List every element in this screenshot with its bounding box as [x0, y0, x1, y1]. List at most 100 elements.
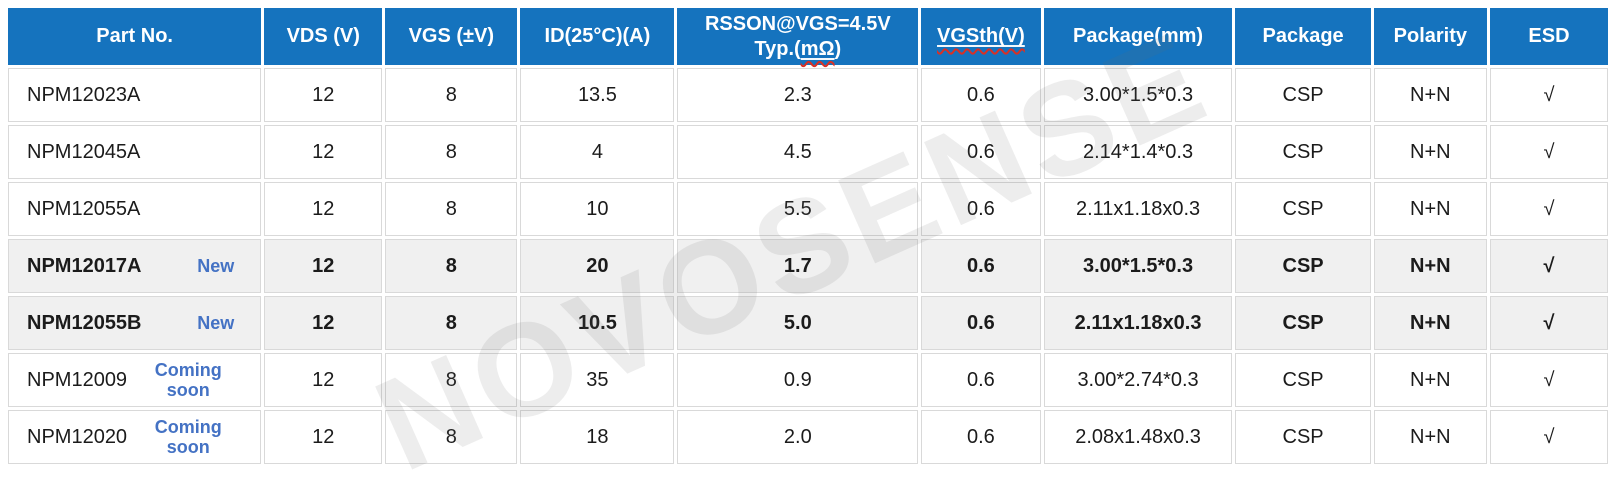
cell-esd: √ [1489, 410, 1608, 464]
cell-package-mm: 2.14*1.4*0.3 [1043, 125, 1233, 179]
cell-package-mm: 2.11x1.18x0.3 [1043, 182, 1233, 236]
availability-badge: Coming soon [154, 359, 222, 400]
cell-vgsth: 0.6 [921, 410, 1041, 464]
availability-badge: New [197, 312, 235, 333]
cell-part-no: NPM12055B New [8, 296, 262, 350]
cell-polarity: N+N [1373, 239, 1487, 293]
header-row: Part No. VDS (V) VGS (±V) ID(25°C)(A) RS… [8, 8, 1608, 65]
cell-polarity: N+N [1373, 68, 1487, 122]
cell-rsson: 5.5 [677, 182, 919, 236]
cell-vgsth: 0.6 [921, 125, 1041, 179]
col-header-part-no: Part No. [8, 8, 262, 65]
cell-part-no: NPM12055A [8, 182, 262, 236]
cell-polarity: N+N [1373, 125, 1487, 179]
cell-vds: 12 [264, 410, 383, 464]
cell-vgsth: 0.6 [921, 68, 1041, 122]
cell-package: CSP [1235, 353, 1371, 407]
cell-rsson: 0.9 [677, 353, 919, 407]
cell-id: 4 [520, 125, 675, 179]
cell-rsson: 4.5 [677, 125, 919, 179]
availability-badge: New [197, 255, 235, 276]
cell-vgs: 8 [385, 296, 518, 350]
cell-id: 35 [520, 353, 675, 407]
part-number: NPM12009 [27, 368, 128, 391]
cell-vds: 12 [264, 353, 383, 407]
rsson-header-line1: RSSON@VGS=4.5V [704, 12, 891, 35]
cell-part-no: NPM12017A New [8, 239, 262, 293]
part-number: NPM12017A [27, 254, 142, 277]
table-row: NPM12020 Coming soon 12 8 18 2.0 0.6 2.08x1.48x… [8, 410, 1608, 464]
cell-polarity: N+N [1373, 296, 1487, 350]
cell-package: CSP [1235, 68, 1371, 122]
cell-package: CSP [1235, 296, 1371, 350]
cell-vds: 12 [264, 125, 383, 179]
cell-vgs: 8 [385, 125, 518, 179]
cell-vds: 12 [264, 68, 383, 122]
cell-rsson: 2.3 [677, 68, 919, 122]
cell-package-mm: 3.00*2.74*0.3 [1043, 353, 1233, 407]
cell-package: CSP [1235, 410, 1371, 464]
part-number: NPM12055A [27, 197, 141, 220]
col-header-esd: ESD [1489, 8, 1608, 65]
vgsth-misspelled: VGSth(V) [937, 25, 1025, 47]
cell-part-no: NPM12020 Coming soon [8, 410, 262, 464]
rsson-typ-suffix: ) [834, 37, 842, 60]
cell-vgs: 8 [385, 410, 518, 464]
cell-vds: 12 [264, 296, 383, 350]
cell-package: CSP [1235, 239, 1371, 293]
cell-rsson: 5.0 [677, 296, 919, 350]
cell-rsson: 1.7 [677, 239, 919, 293]
cell-package: CSP [1235, 125, 1371, 179]
cell-esd: √ [1489, 353, 1608, 407]
cell-id: 13.5 [520, 68, 675, 122]
availability-badge: Coming soon [154, 416, 222, 457]
table-row: NPM12055B New 12 8 10.5 5.0 0.6 2.11x1.18x0.3 CS… [8, 296, 1608, 350]
cell-polarity: N+N [1373, 410, 1487, 464]
cell-vgs: 8 [385, 68, 518, 122]
col-header-vgs: VGS (±V) [385, 8, 518, 65]
cell-esd: √ [1489, 296, 1608, 350]
rsson-header-line2: Typ.(mΩ) [681, 37, 914, 62]
cell-id: 20 [520, 239, 675, 293]
cell-package-mm: 2.08x1.48x0.3 [1043, 410, 1233, 464]
part-number: NPM12055B [27, 311, 142, 334]
rsson-typ-prefix: Typ.( [754, 37, 801, 60]
cell-polarity: N+N [1373, 182, 1487, 236]
cell-package-mm: 3.00*1.5*0.3 [1043, 239, 1233, 293]
table-row: NPM12017A New 12 8 20 1.7 0.6 3.00*1.5*0.3 CSP N+… [8, 239, 1608, 293]
spec-table: Part No. VDS (V) VGS (±V) ID(25°C)(A) RS… [5, 5, 1611, 467]
cell-esd: √ [1489, 125, 1608, 179]
cell-vds: 12 [264, 182, 383, 236]
part-number: NPM12023A [27, 83, 141, 106]
cell-vgsth: 0.6 [921, 296, 1041, 350]
cell-vgs: 8 [385, 182, 518, 236]
cell-esd: √ [1489, 68, 1608, 122]
col-header-package: Package [1235, 8, 1371, 65]
table-row: NPM12009 Coming soon 12 8 35 0.9 0.6 3.00*2.74*… [8, 353, 1608, 407]
cell-part-no: NPM12023A [8, 68, 262, 122]
cell-esd: √ [1489, 239, 1608, 293]
table-row: NPM12023A 12 8 13.5 2.3 0.6 3.00*1.5*0.3 CSP N+N… [8, 68, 1608, 122]
col-header-vds: VDS (V) [264, 8, 383, 65]
cell-part-no: NPM12009 Coming soon [8, 353, 262, 407]
cell-vgsth: 0.6 [921, 182, 1041, 236]
table-row: NPM12045A 12 8 4 4.5 0.6 2.14*1.4*0.3 CSP N+N √ [8, 125, 1608, 179]
col-header-id: ID(25°C)(A) [520, 8, 675, 65]
cell-vgsth: 0.6 [921, 353, 1041, 407]
cell-vds: 12 [264, 239, 383, 293]
cell-id: 10.5 [520, 296, 675, 350]
cell-vgs: 8 [385, 353, 518, 407]
cell-id: 10 [520, 182, 675, 236]
cell-polarity: N+N [1373, 353, 1487, 407]
col-header-polarity: Polarity [1373, 8, 1487, 65]
col-header-package-mm: Package(mm) [1043, 8, 1233, 65]
part-number: NPM12020 [27, 425, 128, 448]
cell-package-mm: 3.00*1.5*0.3 [1043, 68, 1233, 122]
col-header-rsson: RSSON@VGS=4.5V Typ.(mΩ) [677, 8, 919, 65]
col-header-vgsth: VGSth(V) [921, 8, 1041, 65]
cell-part-no: NPM12045A [8, 125, 262, 179]
cell-package: CSP [1235, 182, 1371, 236]
cell-rsson: 2.0 [677, 410, 919, 464]
rsson-unit-misspelled: mΩ [800, 37, 835, 60]
cell-package-mm: 2.11x1.18x0.3 [1043, 296, 1233, 350]
